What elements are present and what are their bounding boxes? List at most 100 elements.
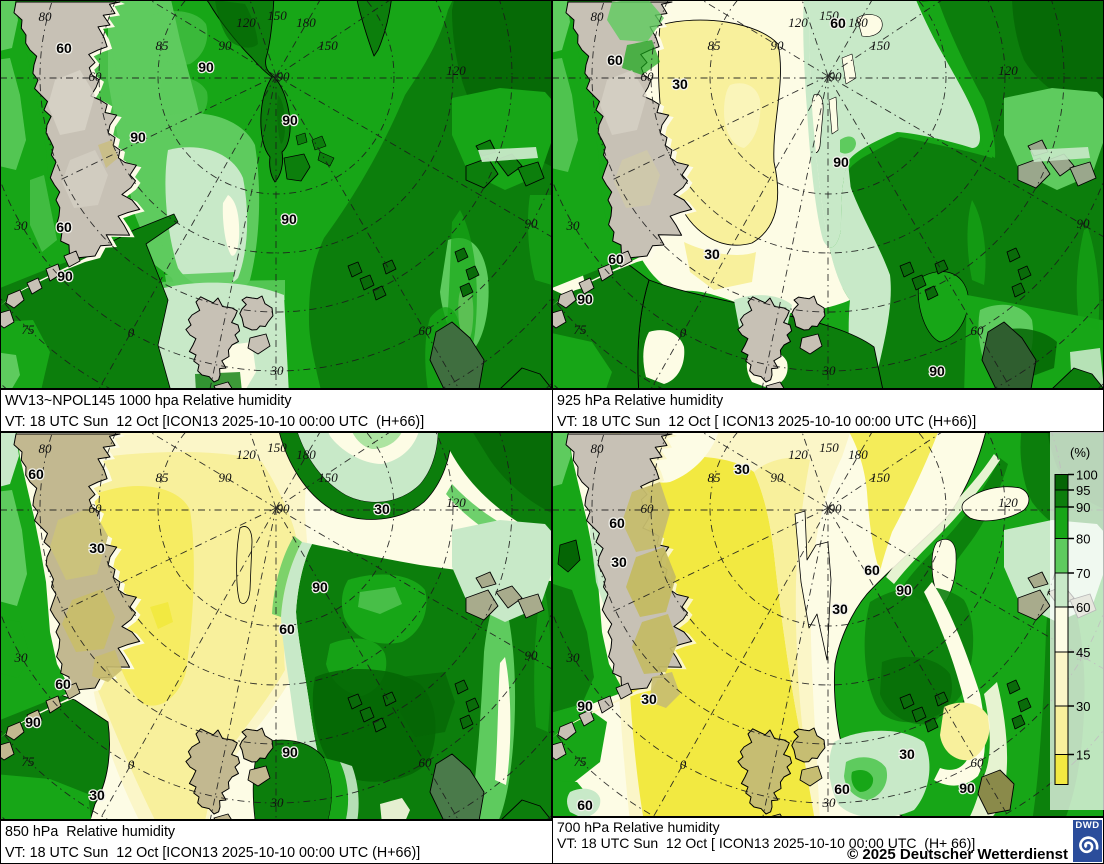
svg-text:80: 80: [591, 9, 605, 24]
svg-text:30: 30: [899, 746, 915, 762]
svg-text:100: 100: [1076, 468, 1098, 483]
svg-text:90: 90: [1076, 500, 1090, 515]
svg-text:30: 30: [822, 795, 837, 810]
svg-text:0: 0: [128, 325, 135, 340]
svg-text:60: 60: [1076, 600, 1090, 615]
svg-text:30: 30: [270, 795, 285, 810]
svg-text:30: 30: [641, 691, 657, 707]
svg-text:75: 75: [574, 754, 588, 769]
svg-text:90: 90: [833, 154, 849, 170]
svg-text:180: 180: [848, 447, 868, 462]
svg-text:85: 85: [156, 470, 170, 485]
svg-text:0: 0: [128, 757, 135, 772]
svg-text:150: 150: [267, 8, 287, 23]
svg-text:180: 180: [296, 15, 316, 30]
svg-text:(%): (%): [1070, 445, 1090, 460]
svg-text:150: 150: [318, 470, 338, 485]
svg-text:150: 150: [819, 8, 839, 23]
svg-text:60: 60: [89, 501, 103, 516]
svg-text:150: 150: [870, 38, 890, 53]
svg-text:30: 30: [89, 540, 105, 556]
svg-text:60: 60: [55, 676, 71, 692]
svg-text:90: 90: [219, 470, 233, 485]
svg-text:60: 60: [607, 52, 623, 68]
svg-text:60: 60: [56, 219, 72, 235]
svg-text:85: 85: [156, 38, 170, 53]
svg-text:30: 30: [704, 246, 720, 262]
svg-text:90: 90: [25, 714, 41, 730]
svg-text:0: 0: [680, 757, 687, 772]
svg-text:90: 90: [312, 579, 328, 595]
svg-text:90: 90: [929, 363, 945, 379]
svg-text:90: 90: [282, 744, 298, 760]
svg-text:60: 60: [608, 251, 624, 267]
svg-text:90: 90: [281, 211, 297, 227]
svg-text:85: 85: [708, 38, 722, 53]
svg-text:30: 30: [734, 461, 750, 477]
svg-text:30: 30: [374, 501, 390, 517]
svg-text:150: 150: [819, 440, 839, 455]
svg-text:90: 90: [198, 59, 214, 75]
svg-text:60: 60: [89, 69, 103, 84]
svg-text:30: 30: [14, 650, 29, 665]
svg-text:150: 150: [267, 440, 287, 455]
svg-text:70: 70: [1076, 566, 1090, 581]
svg-text:60: 60: [971, 323, 985, 338]
svg-text:60: 60: [864, 562, 880, 578]
svg-text:95: 95: [1076, 483, 1090, 498]
svg-text:90: 90: [771, 38, 785, 53]
svg-text:90: 90: [829, 501, 843, 516]
svg-text:90: 90: [57, 268, 73, 284]
svg-text:180: 180: [848, 15, 868, 30]
svg-text:0: 0: [680, 325, 687, 340]
svg-text:90: 90: [525, 648, 539, 663]
svg-text:30: 30: [14, 218, 29, 233]
svg-text:30: 30: [1076, 699, 1090, 714]
svg-text:60: 60: [28, 466, 44, 482]
svg-text:60: 60: [609, 515, 625, 531]
svg-text:30: 30: [672, 76, 688, 92]
svg-text:30: 30: [832, 601, 848, 617]
svg-text:60: 60: [56, 40, 72, 56]
svg-text:75: 75: [22, 322, 36, 337]
svg-text:90: 90: [577, 698, 593, 714]
svg-text:90: 90: [219, 38, 233, 53]
svg-text:60: 60: [834, 781, 850, 797]
svg-text:90: 90: [1077, 216, 1091, 231]
svg-text:60: 60: [419, 755, 433, 770]
svg-text:120: 120: [998, 63, 1018, 78]
svg-text:30: 30: [89, 787, 105, 803]
svg-text:15: 15: [1076, 748, 1090, 763]
svg-text:80: 80: [39, 9, 53, 24]
svg-text:80: 80: [1076, 532, 1090, 547]
svg-text:90: 90: [282, 112, 298, 128]
svg-text:90: 90: [771, 470, 785, 485]
svg-text:60: 60: [971, 755, 985, 770]
svg-text:90: 90: [130, 129, 146, 145]
svg-text:60: 60: [279, 621, 295, 637]
svg-text:60: 60: [830, 15, 846, 31]
svg-text:60: 60: [577, 797, 593, 813]
svg-text:45: 45: [1076, 645, 1090, 660]
svg-text:85: 85: [708, 470, 722, 485]
svg-text:60: 60: [641, 501, 655, 516]
svg-text:120: 120: [446, 63, 466, 78]
svg-text:120: 120: [788, 447, 808, 462]
svg-text:90: 90: [525, 216, 539, 231]
svg-text:90: 90: [829, 69, 843, 84]
svg-text:120: 120: [788, 15, 808, 30]
svg-text:120: 120: [236, 15, 256, 30]
svg-text:120: 120: [446, 495, 466, 510]
svg-text:90: 90: [896, 582, 912, 598]
svg-text:30: 30: [566, 218, 581, 233]
svg-text:180: 180: [296, 447, 316, 462]
svg-text:90: 90: [277, 69, 291, 84]
svg-text:150: 150: [318, 38, 338, 53]
svg-text:60: 60: [419, 323, 433, 338]
svg-text:60: 60: [641, 69, 655, 84]
svg-text:120: 120: [236, 447, 256, 462]
svg-text:80: 80: [591, 441, 605, 456]
svg-text:90: 90: [577, 291, 593, 307]
svg-text:30: 30: [822, 363, 837, 378]
svg-text:30: 30: [566, 650, 581, 665]
